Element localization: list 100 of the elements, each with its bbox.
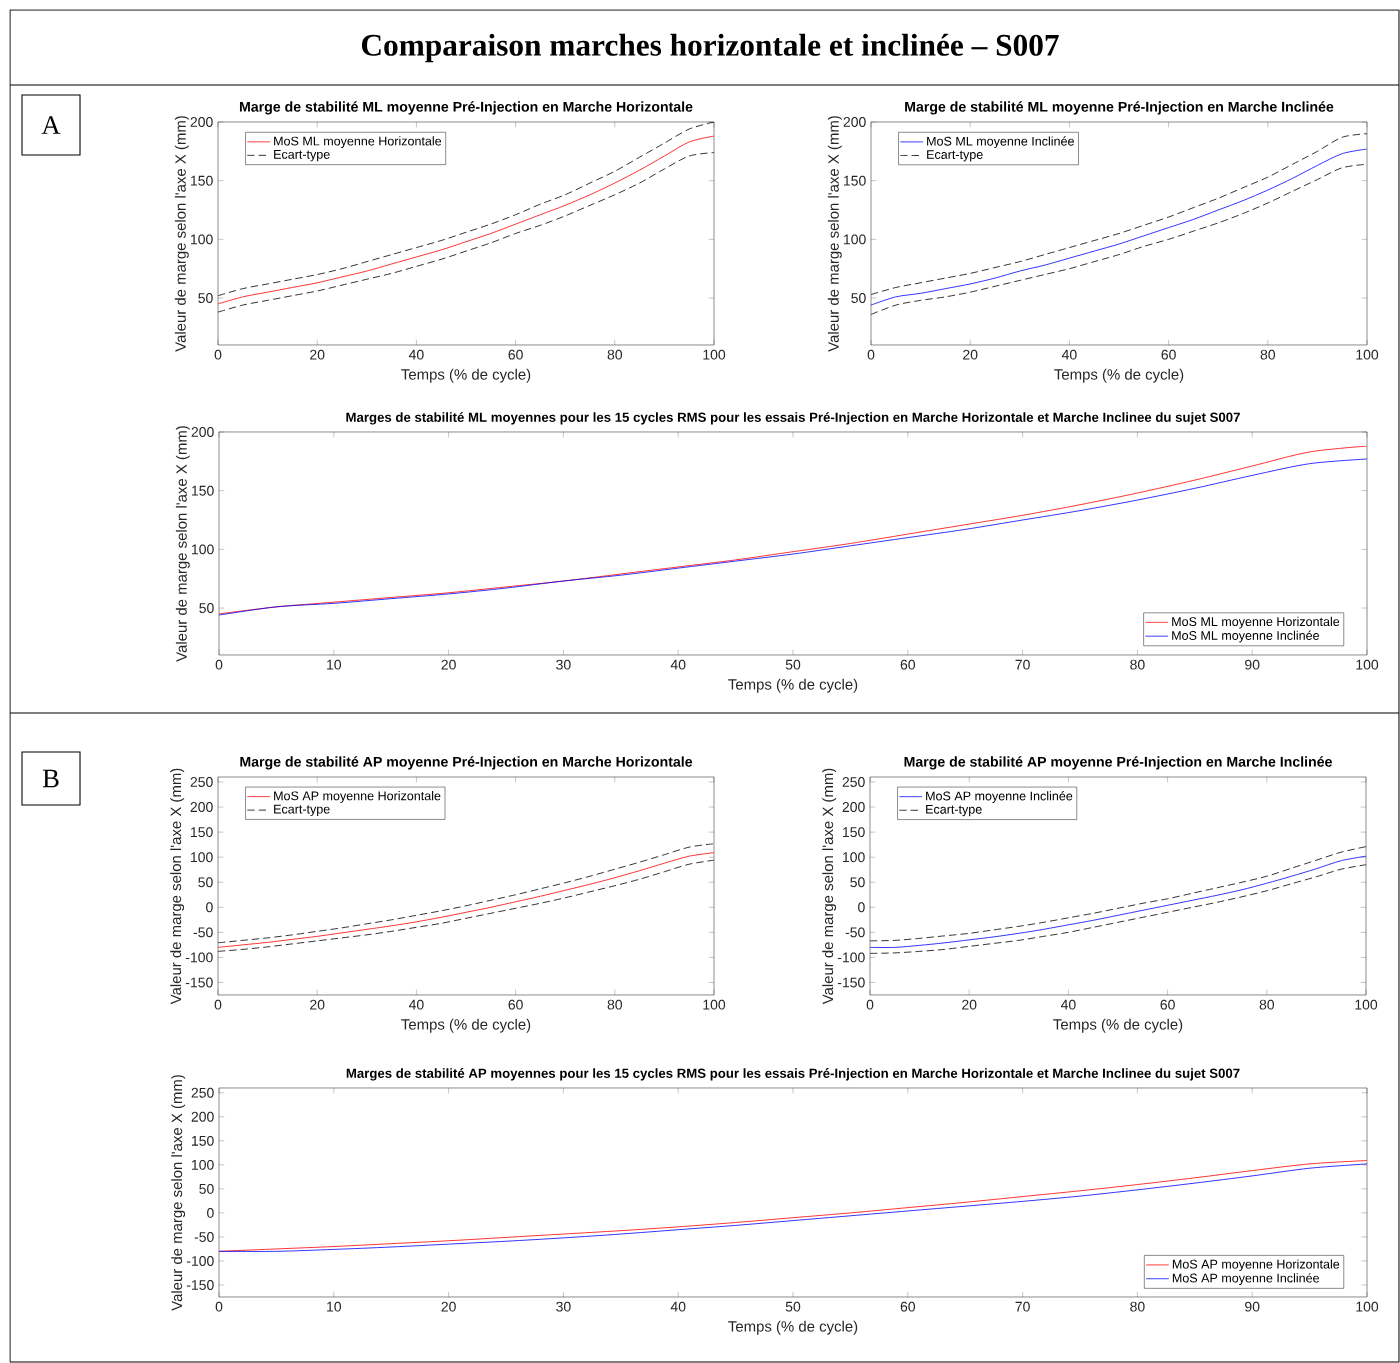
y-tick-label: -100 [186,1256,214,1266]
legend-label: MoS AP moyenne Inclinée [1172,1273,1319,1285]
legend-label: Ecart-type [926,804,982,817]
x-tick-label: 50 [785,1301,801,1312]
x-tick-label: 40 [1061,349,1077,360]
y-tick-label: 150 [191,175,213,186]
y-tick-label: 200 [190,117,213,127]
x-tick-label: 40 [408,999,424,1010]
y-tick-label: 250 [191,1087,214,1098]
x-tick-label: 40 [408,349,424,360]
y-tick-label: 50 [199,1183,214,1194]
y-tick-label: 200 [190,802,213,813]
y-tick-label: 50 [199,603,214,613]
y-tick-label: 0 [207,1207,214,1218]
x-tick-label: 40 [670,1301,686,1312]
y-axis-title: Valeur de marge selon l'axe X (mm) [171,1075,186,1311]
y-tick-label: 250 [190,777,213,787]
y-tick-label: 200 [842,802,865,813]
text: B [42,769,59,788]
y-tick-label: 100 [844,234,866,245]
x-tick-label: 100 [1355,999,1378,1010]
legend-label: MoS AP moyenne Horizontale [274,791,441,803]
x-tick-label: 60 [508,999,523,1010]
legend-label: MoS ML moyenne Horizontale [274,136,442,148]
y-axis-title: Valeur de marge selon l'axe X (mm) [822,768,837,1005]
y-tick-label: 0 [206,902,213,913]
x-tick-label: 80 [607,999,623,1010]
y-tick-label: -150 [837,977,865,988]
x-tick-label: 20 [963,349,978,360]
y-tick-label: 50 [198,293,213,303]
x-axis-title: Temps (% de cycle) [1054,368,1184,383]
y-axis-title: Valeur de marge selon l'axe X (mm) [827,116,842,352]
y-axis-title: Valeur de marge selon l'axe X (mm) [175,426,190,662]
y-tick-label: 150 [191,827,213,838]
x-tick-label: 60 [1161,349,1176,360]
x-tick-label: 20 [310,349,325,360]
x-tick-label: 80 [1130,1301,1145,1312]
x-tick-label: 0 [214,349,222,360]
x-tick-label: 70 [1015,1301,1030,1312]
x-tick-label: 70 [1015,659,1030,670]
y-tick-label: 0 [858,902,865,913]
x-tick-label: 60 [1160,999,1175,1010]
x-tick-label: 20 [441,1301,456,1312]
x-tick-label: 80 [1259,999,1275,1010]
y-tick-label: 150 [843,827,865,838]
x-tick-label: 90 [1245,1301,1260,1312]
x-tick-label: 100 [1356,1301,1379,1312]
y-tick-label: -150 [185,977,213,988]
x-tick-label: 20 [962,999,977,1010]
x-tick-label: 80 [1130,659,1145,670]
x-tick-label: 100 [703,349,726,360]
legend-label: MoS ML moyenne Inclinée [927,136,1074,149]
x-tick-label: 0 [867,349,875,360]
y-tick-label: 100 [191,852,213,863]
x-tick-label: 50 [785,659,801,670]
y-tick-label: 150 [192,485,214,496]
y-axis-title: Valeur de marge selon l'axe X (mm) [170,768,185,1005]
x-tick-label: 40 [1060,999,1076,1010]
legend-label: MoS ML moyenne Horizontale [1172,616,1340,629]
y-tick-label: 200 [191,427,214,437]
x-tick-label: 20 [441,659,456,670]
line-series [871,133,1367,295]
y-tick-label: 100 [843,852,865,863]
x-axis-title: Temps (% de cycle) [1053,1018,1183,1033]
y-tick-label: 50 [850,877,865,888]
legend-label: MoS AP moyenne Horizontale [1172,1259,1340,1272]
x-tick-label: 60 [508,349,523,360]
y-tick-label: -50 [193,927,213,938]
y-tick-label: -50 [194,1231,214,1242]
x-tick-label: 90 [1245,659,1260,670]
y-tick-label: -50 [845,927,865,938]
y-tick-label: 50 [851,293,866,303]
y-tick-label: 200 [191,1111,214,1122]
x-tick-label: 20 [310,999,325,1010]
x-axis-title: Temps (% de cycle) [401,368,531,383]
x-tick-label: 30 [556,659,571,670]
x-tick-label: 40 [670,659,686,670]
chart-title: Marges de stabilité ML moyennes pour les 15 cycles RMS pour les essais Pré-Injection en Marche Horizontale et Marche Inclinee du sujet S007 [346,412,1240,425]
legend-label: Ecart-type [274,804,330,817]
x-tick-label: 10 [327,659,342,670]
y-tick-label: 100 [191,234,213,245]
x-axis-title: Temps (% de cycle) [401,1018,531,1033]
legend-label: Ecart-type [927,150,983,162]
x-tick-label: 100 [1356,349,1379,360]
x-tick-label: 100 [1356,659,1379,670]
chart-title: Marges de stabilité AP moyennes pour les 15 cycles RMS pour les essais Pré-Injection en Marche Horizontale et Marche Inclinee du sujet S007 [346,1068,1240,1081]
y-tick-label: 50 [198,877,213,888]
text: A [41,116,61,134]
x-axis-title: Temps (% de cycle) [728,1320,858,1335]
y-tick-label: -100 [185,952,213,963]
legend-label: MoS ML moyenne Inclinée [1172,630,1319,643]
legend-label: MoS AP moyenne Inclinée [926,791,1073,803]
y-tick-label: 150 [192,1135,214,1146]
x-tick-label: 80 [607,349,623,360]
y-tick-label: -150 [186,1280,214,1290]
y-tick-label: 100 [192,1159,214,1170]
y-tick-label: 200 [843,117,866,127]
chart-title: Marge de stabilité AP moyenne Pré-Injection en Marche Inclinée [904,756,1332,770]
chart-title: Marge de stabilité AP moyenne Pré-Injection en Marche Horizontale [240,756,693,770]
y-tick-label: 100 [192,544,214,555]
